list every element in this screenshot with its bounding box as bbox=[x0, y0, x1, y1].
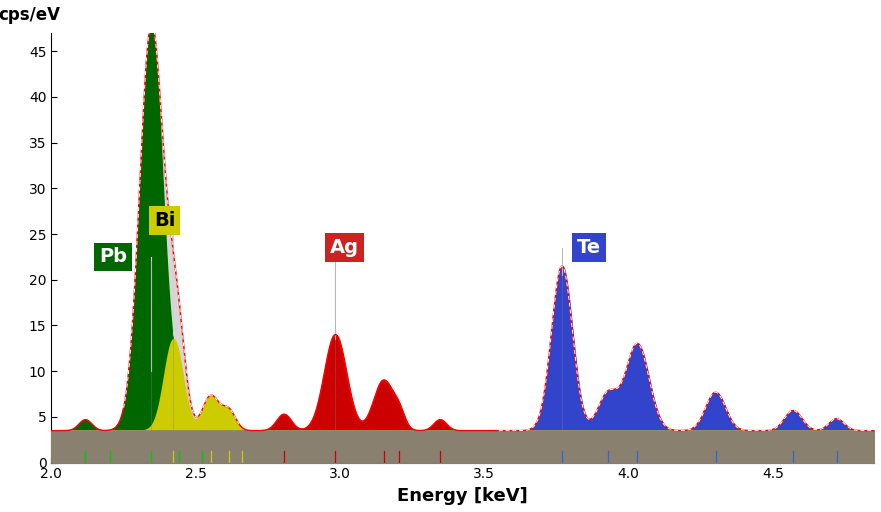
Text: Pb: Pb bbox=[99, 247, 127, 266]
Text: Bi: Bi bbox=[154, 211, 175, 230]
Text: Ag: Ag bbox=[329, 238, 359, 257]
X-axis label: Energy [keV]: Energy [keV] bbox=[397, 487, 528, 505]
Text: Te: Te bbox=[577, 238, 601, 257]
Text: cps/eV: cps/eV bbox=[0, 6, 60, 24]
